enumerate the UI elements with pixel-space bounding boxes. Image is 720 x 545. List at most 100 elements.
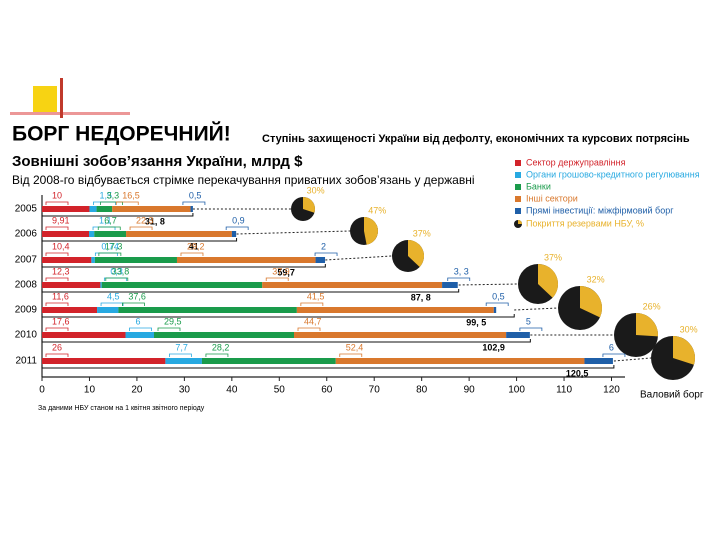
label-bracket [129, 327, 152, 331]
segment-label: 0,74 [101, 241, 119, 251]
label-bracket [93, 201, 116, 205]
decor-line [10, 112, 130, 115]
segment-label: 29,2 [187, 241, 205, 251]
x-tick-label: 110 [556, 385, 572, 396]
x-tick-label: 80 [416, 385, 428, 396]
y-tick-label: 2007 [15, 255, 38, 266]
label-bracket [100, 302, 124, 306]
bar-segment [42, 206, 90, 212]
bar-segment [262, 282, 443, 288]
segment-label: 12,3 [52, 266, 70, 276]
label-bracket [297, 327, 321, 331]
label-bracket [105, 277, 129, 281]
bar-segment [493, 307, 497, 313]
segment-label: 3, 3 [454, 266, 469, 276]
legend-swatch [515, 196, 521, 202]
label-bracket [103, 277, 127, 281]
segment-label: 6,7 [104, 215, 117, 225]
label-bracket [168, 353, 192, 357]
segment-label: 5 [526, 316, 531, 326]
segment-label: 7,7 [175, 342, 188, 352]
label-bracket [314, 252, 338, 256]
label-bracket [602, 353, 626, 357]
segment-label: 37,6 [128, 291, 146, 301]
segment-label: 2 [321, 241, 326, 251]
bar-segment [96, 206, 113, 212]
label-bracket [157, 327, 181, 331]
segment-label: 6 [136, 316, 141, 326]
segment-label: 22,3 [136, 215, 154, 225]
pie-label: 37% [544, 252, 562, 262]
label-bracket [100, 201, 123, 205]
label-bracket [115, 201, 139, 205]
bar-segment [201, 358, 336, 364]
label-bracket [97, 226, 121, 230]
pie-slice [538, 264, 558, 298]
segment-label: 0,3 [110, 266, 123, 276]
bar-segment [294, 332, 507, 338]
segment-label: 41,5 [307, 291, 325, 301]
x-axis-label: Валовий борг [640, 389, 704, 401]
label-bracket [45, 327, 69, 331]
leader [458, 283, 519, 286]
leader [613, 357, 652, 362]
bar-segment [89, 231, 95, 237]
bar-segment [190, 206, 193, 212]
label-bracket [45, 226, 69, 230]
pie-label: 30% [680, 324, 698, 334]
segment-label: 3,3 [107, 190, 120, 200]
total-label: 120,5 [566, 368, 589, 378]
pie-slice [673, 336, 696, 365]
leader [514, 307, 559, 311]
bar-segment [125, 332, 155, 338]
label-bracket [182, 201, 206, 205]
total-label: 59,7 [277, 267, 295, 277]
bar-segment [112, 206, 191, 212]
label-bracket [122, 302, 145, 306]
label-bracket [205, 353, 229, 357]
pie-label: 37% [413, 228, 431, 238]
source: За даними НБУ станом на 1 квітня звітног… [38, 404, 205, 412]
legend-label: Покриття резервами НБУ, % [526, 218, 644, 228]
bar-segment [442, 282, 458, 288]
y-tick-label: 2010 [15, 330, 38, 341]
total-label: 87, 8 [411, 292, 431, 302]
x-tick-label: 60 [321, 385, 333, 396]
y-tick-label: 2008 [15, 280, 38, 291]
x-tick-label: 90 [464, 385, 476, 396]
segment-label: 4,5 [107, 291, 120, 301]
bar-segment [42, 307, 98, 313]
chart-title: БОРГ НЕДОРЕЧНИЙ! [12, 122, 231, 146]
legend-label: Інші сектори [526, 193, 578, 203]
label-bracket [180, 252, 204, 256]
decor-bar [60, 78, 63, 118]
y-tick-label: 2011 [15, 356, 37, 367]
x-tick-label: 70 [369, 385, 381, 396]
bar-segment [42, 257, 92, 263]
bar-segment [296, 307, 494, 313]
total-bracket [41, 289, 460, 293]
segment-label: 6 [609, 342, 614, 352]
pie-label: 47% [368, 205, 386, 215]
pie-slice [303, 197, 315, 213]
leader [236, 230, 351, 235]
bar-segment [118, 307, 297, 313]
y-tick-label: 2009 [15, 305, 38, 316]
segment-label: 0,9 [232, 215, 245, 225]
x-tick-label: 20 [131, 385, 143, 396]
label-bracket [45, 277, 69, 281]
x-tick-label: 40 [226, 385, 238, 396]
pie-slice [636, 313, 659, 337]
label-bracket [265, 277, 289, 281]
y-tick-label: 2005 [15, 204, 38, 215]
bar-segment [42, 282, 101, 288]
bar-segment [91, 257, 95, 263]
pie-slice [408, 240, 425, 267]
segment-label: 37,9 [272, 266, 290, 276]
x-tick-label: 100 [508, 385, 525, 396]
bar-segment [126, 231, 232, 237]
bar-segment [97, 307, 119, 313]
bar-segment [231, 231, 237, 237]
legend-swatch [515, 160, 521, 166]
bar-segment [101, 282, 263, 288]
